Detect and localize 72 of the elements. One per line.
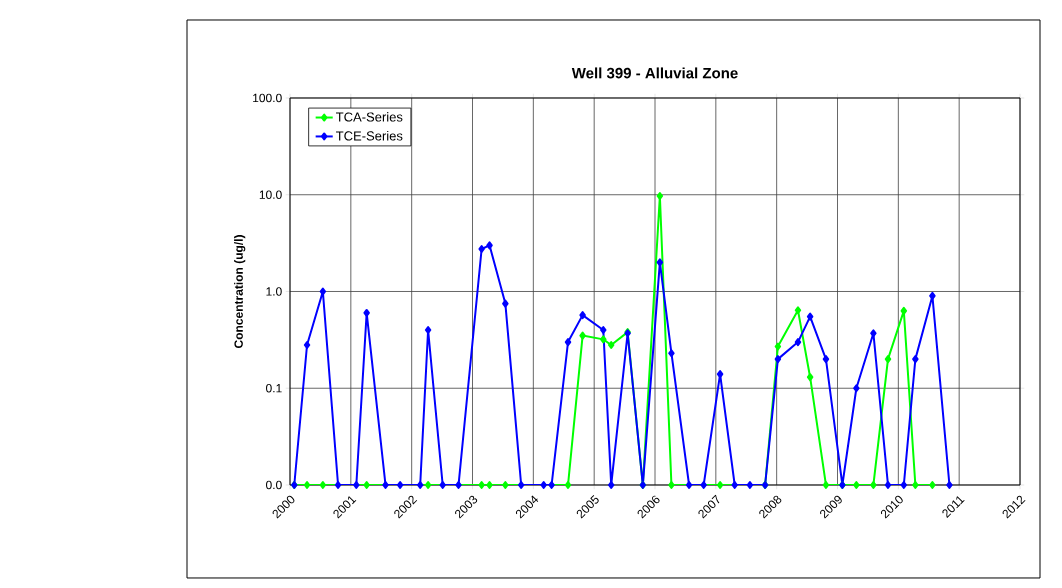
- point: [486, 480, 493, 489]
- point: [540, 480, 547, 489]
- legend-label: TCA-Series: [336, 112, 403, 122]
- point: [478, 244, 485, 253]
- point: [774, 355, 782, 364]
- point: [946, 480, 953, 489]
- point: [486, 241, 493, 250]
- y-tick-label: 1.0: [266, 287, 282, 296]
- point: [303, 480, 311, 489]
- point: [579, 311, 586, 320]
- chart-title: Well 399 - Alluvial Zone: [571, 67, 738, 79]
- point: [929, 291, 936, 300]
- point: [806, 373, 814, 382]
- point: [548, 480, 555, 489]
- point: [685, 480, 693, 489]
- point: [912, 480, 919, 489]
- point: [853, 480, 860, 489]
- y-tick-label: 0.0: [266, 480, 282, 490]
- point: [502, 299, 509, 308]
- point: [502, 480, 509, 489]
- point: [600, 335, 607, 344]
- point: [731, 480, 738, 489]
- point: [912, 355, 919, 364]
- point: [424, 480, 432, 489]
- point: [900, 480, 908, 489]
- point: [319, 480, 327, 489]
- point: [439, 480, 446, 489]
- point: [455, 480, 462, 489]
- point: [396, 480, 404, 489]
- y-tick-label: 100.0: [253, 93, 282, 103]
- point: [579, 331, 586, 340]
- point: [334, 480, 342, 489]
- point: [416, 480, 424, 489]
- point: [382, 480, 389, 489]
- point: [716, 480, 724, 489]
- y-tick-label: 0.1: [266, 384, 282, 393]
- point: [353, 480, 360, 489]
- point: [870, 480, 877, 489]
- point: [668, 480, 675, 489]
- point: [564, 338, 572, 347]
- point: [870, 329, 877, 338]
- point: [424, 325, 432, 334]
- point: [656, 192, 664, 201]
- point: [607, 340, 615, 349]
- point: [822, 355, 830, 364]
- point: [564, 480, 572, 489]
- point: [656, 258, 664, 267]
- point: [668, 349, 675, 358]
- point: [716, 370, 724, 379]
- point: [884, 355, 892, 364]
- point: [794, 338, 802, 347]
- point: [806, 312, 814, 321]
- point: [746, 480, 754, 489]
- point: [478, 480, 485, 489]
- point: [929, 480, 936, 489]
- point: [853, 384, 860, 393]
- point: [884, 480, 892, 489]
- point: [517, 480, 525, 489]
- point: [363, 480, 370, 489]
- point: [794, 306, 802, 315]
- y-tick-label: 10.0: [259, 190, 282, 199]
- point: [700, 480, 707, 489]
- legend-label: TCE-Series: [336, 130, 403, 141]
- point: [822, 480, 830, 489]
- point: [319, 287, 327, 296]
- point: [600, 325, 607, 334]
- point: [774, 342, 782, 351]
- point: [900, 306, 908, 315]
- y-axis-title: Concentration (ug/l): [234, 235, 246, 348]
- point: [363, 308, 370, 317]
- point: [607, 480, 615, 489]
- point: [303, 340, 311, 349]
